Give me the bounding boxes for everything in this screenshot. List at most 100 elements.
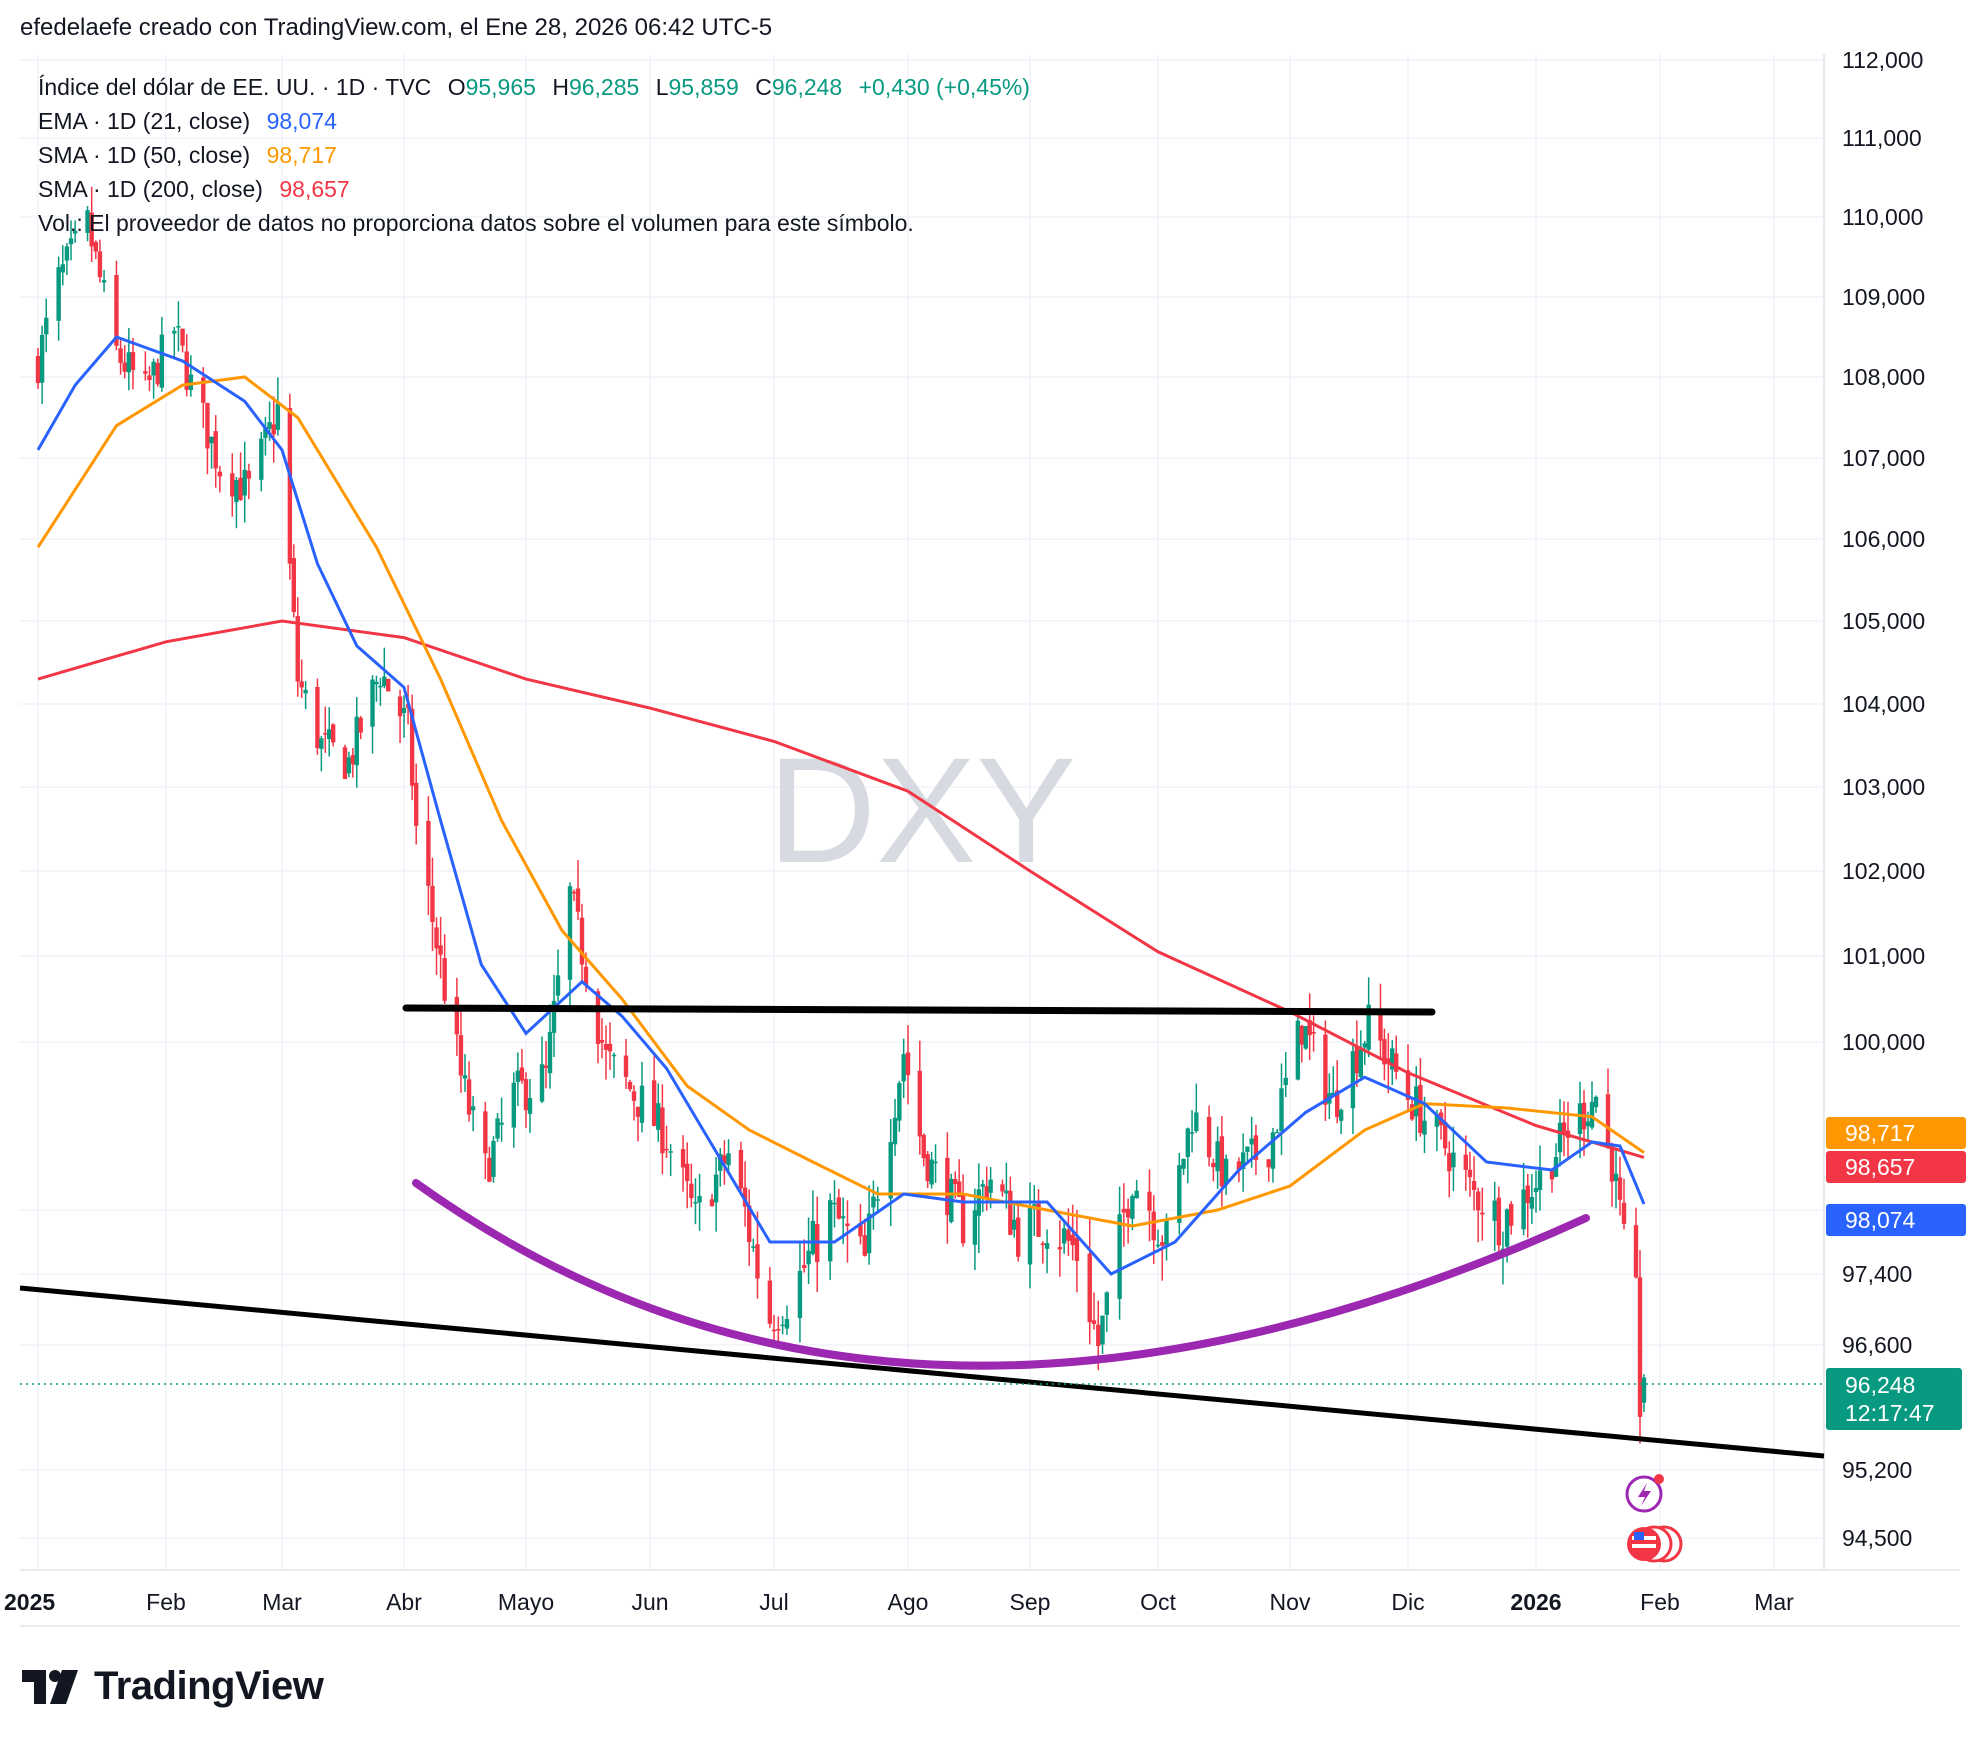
brand-name: TradingView	[94, 1664, 324, 1708]
legend-change: +0,430 (+0,45%)	[858, 74, 1030, 100]
legend-ema-value: 98,074	[266, 108, 337, 134]
candle-body	[797, 1270, 803, 1319]
candle-body	[722, 1155, 727, 1164]
candle-body	[802, 1265, 807, 1269]
candle-body	[466, 1079, 472, 1115]
legend-sma200-row[interactable]: SMA · 1D (200, close) 98,657	[38, 172, 1030, 206]
tradingview-brand[interactable]: TradingView	[22, 1664, 324, 1709]
price-axis-label: 104,000	[1842, 691, 1925, 717]
candle-body	[1223, 1158, 1229, 1185]
candle-body	[209, 436, 214, 444]
lightning-event-icon[interactable]	[1625, 1474, 1664, 1513]
candle-body	[434, 927, 439, 949]
candle-body	[742, 1187, 748, 1207]
time-axis-label: Ago	[888, 1589, 929, 1615]
candle-body	[44, 317, 49, 335]
candle-body	[1219, 1136, 1225, 1187]
candle-body	[1577, 1103, 1583, 1135]
candle-body	[1245, 1146, 1250, 1152]
price-chart[interactable]: DXY 112,000111,000110,000109,000108,0001…	[0, 0, 1980, 1640]
candle-body	[319, 738, 324, 749]
candle-body	[1451, 1152, 1456, 1168]
candle-body	[832, 1202, 837, 1205]
candle-body	[72, 230, 78, 234]
legend-ema-row[interactable]: EMA · 1D (21, close) 98,074	[38, 104, 1030, 138]
candle-body	[571, 891, 577, 894]
candle-body	[960, 1195, 966, 1244]
candle-body	[1303, 1026, 1308, 1049]
candle-body	[93, 241, 99, 252]
candle-body	[836, 1197, 842, 1219]
candle-body	[1633, 1225, 1639, 1278]
candle-body	[933, 1161, 938, 1164]
time-axis-label: Jun	[631, 1589, 668, 1615]
candle-body	[60, 264, 65, 273]
candle-body	[784, 1319, 790, 1329]
candle-body	[1270, 1132, 1276, 1169]
candle-body	[709, 1199, 715, 1207]
candle-body	[483, 1111, 488, 1154]
candle-body	[1338, 1109, 1344, 1121]
candle-body	[1164, 1219, 1169, 1245]
candle-body	[1160, 1242, 1165, 1246]
candle-body	[1331, 1092, 1336, 1096]
candle-body	[1422, 1120, 1427, 1135]
candle-body	[1354, 1046, 1360, 1074]
candle-body	[1589, 1101, 1595, 1128]
candle-body	[1249, 1138, 1254, 1145]
candle-body	[470, 1106, 476, 1111]
candle-body	[925, 1154, 930, 1182]
price-axis-label: 110,000	[1842, 204, 1923, 230]
candle-body	[901, 1054, 906, 1082]
candle-body	[64, 246, 70, 261]
candle-body	[1012, 1219, 1017, 1230]
candle-body	[1311, 1032, 1316, 1034]
candle-body	[631, 1091, 637, 1101]
us-flag-event-icon[interactable]	[1627, 1525, 1683, 1563]
candle-body	[956, 1181, 962, 1197]
candle-body	[299, 681, 304, 688]
candle-body	[635, 1106, 641, 1117]
candle-body	[685, 1163, 690, 1182]
candle-body	[515, 1070, 521, 1083]
candle-body	[523, 1079, 529, 1111]
price-axis-label: 101,000	[1842, 943, 1925, 969]
candle-body	[1529, 1197, 1535, 1209]
candle-body	[1104, 1292, 1109, 1315]
candle-body	[539, 1064, 545, 1102]
sma50-badge-text: 98,717	[1845, 1120, 1915, 1146]
candle-body	[454, 996, 460, 1035]
candle-body	[527, 1098, 533, 1114]
candle-body	[1299, 1025, 1304, 1045]
candle-body	[1621, 1202, 1627, 1224]
candle-body	[382, 676, 387, 687]
candle-body	[1040, 1243, 1045, 1245]
candle-body	[1409, 1104, 1415, 1120]
candle-body	[155, 362, 160, 385]
countdown-text: 12:17:47	[1845, 1400, 1935, 1426]
candle-body	[755, 1244, 760, 1279]
candle-body	[1585, 1121, 1591, 1127]
candle-body	[1467, 1169, 1473, 1178]
candle-body	[1362, 1043, 1367, 1048]
legend-symbol[interactable]: Índice del dólar de EE. UU. · 1D · TVC	[38, 74, 432, 100]
candle-body	[1525, 1185, 1530, 1204]
candle-body	[583, 966, 589, 986]
candle-body	[358, 717, 363, 733]
legend-sma50-row[interactable]: SMA · 1D (50, close) 98,717	[38, 138, 1030, 172]
candle-body	[1350, 1051, 1356, 1109]
time-axis-label: Oct	[1140, 1589, 1176, 1615]
candle-body	[1215, 1141, 1220, 1172]
candle-body	[1189, 1132, 1195, 1134]
candle-body	[1091, 1320, 1097, 1324]
candle-body	[664, 1148, 669, 1151]
candle-body	[1504, 1209, 1510, 1247]
candle-body	[246, 470, 252, 479]
candle-body	[370, 679, 375, 727]
candle-body	[551, 1000, 557, 1033]
price-axis-label: 96,600	[1842, 1332, 1912, 1358]
candle-body	[1386, 1058, 1391, 1064]
candle-body	[840, 1216, 846, 1219]
candle-body	[1096, 1324, 1101, 1346]
candle-body	[1561, 1122, 1567, 1133]
